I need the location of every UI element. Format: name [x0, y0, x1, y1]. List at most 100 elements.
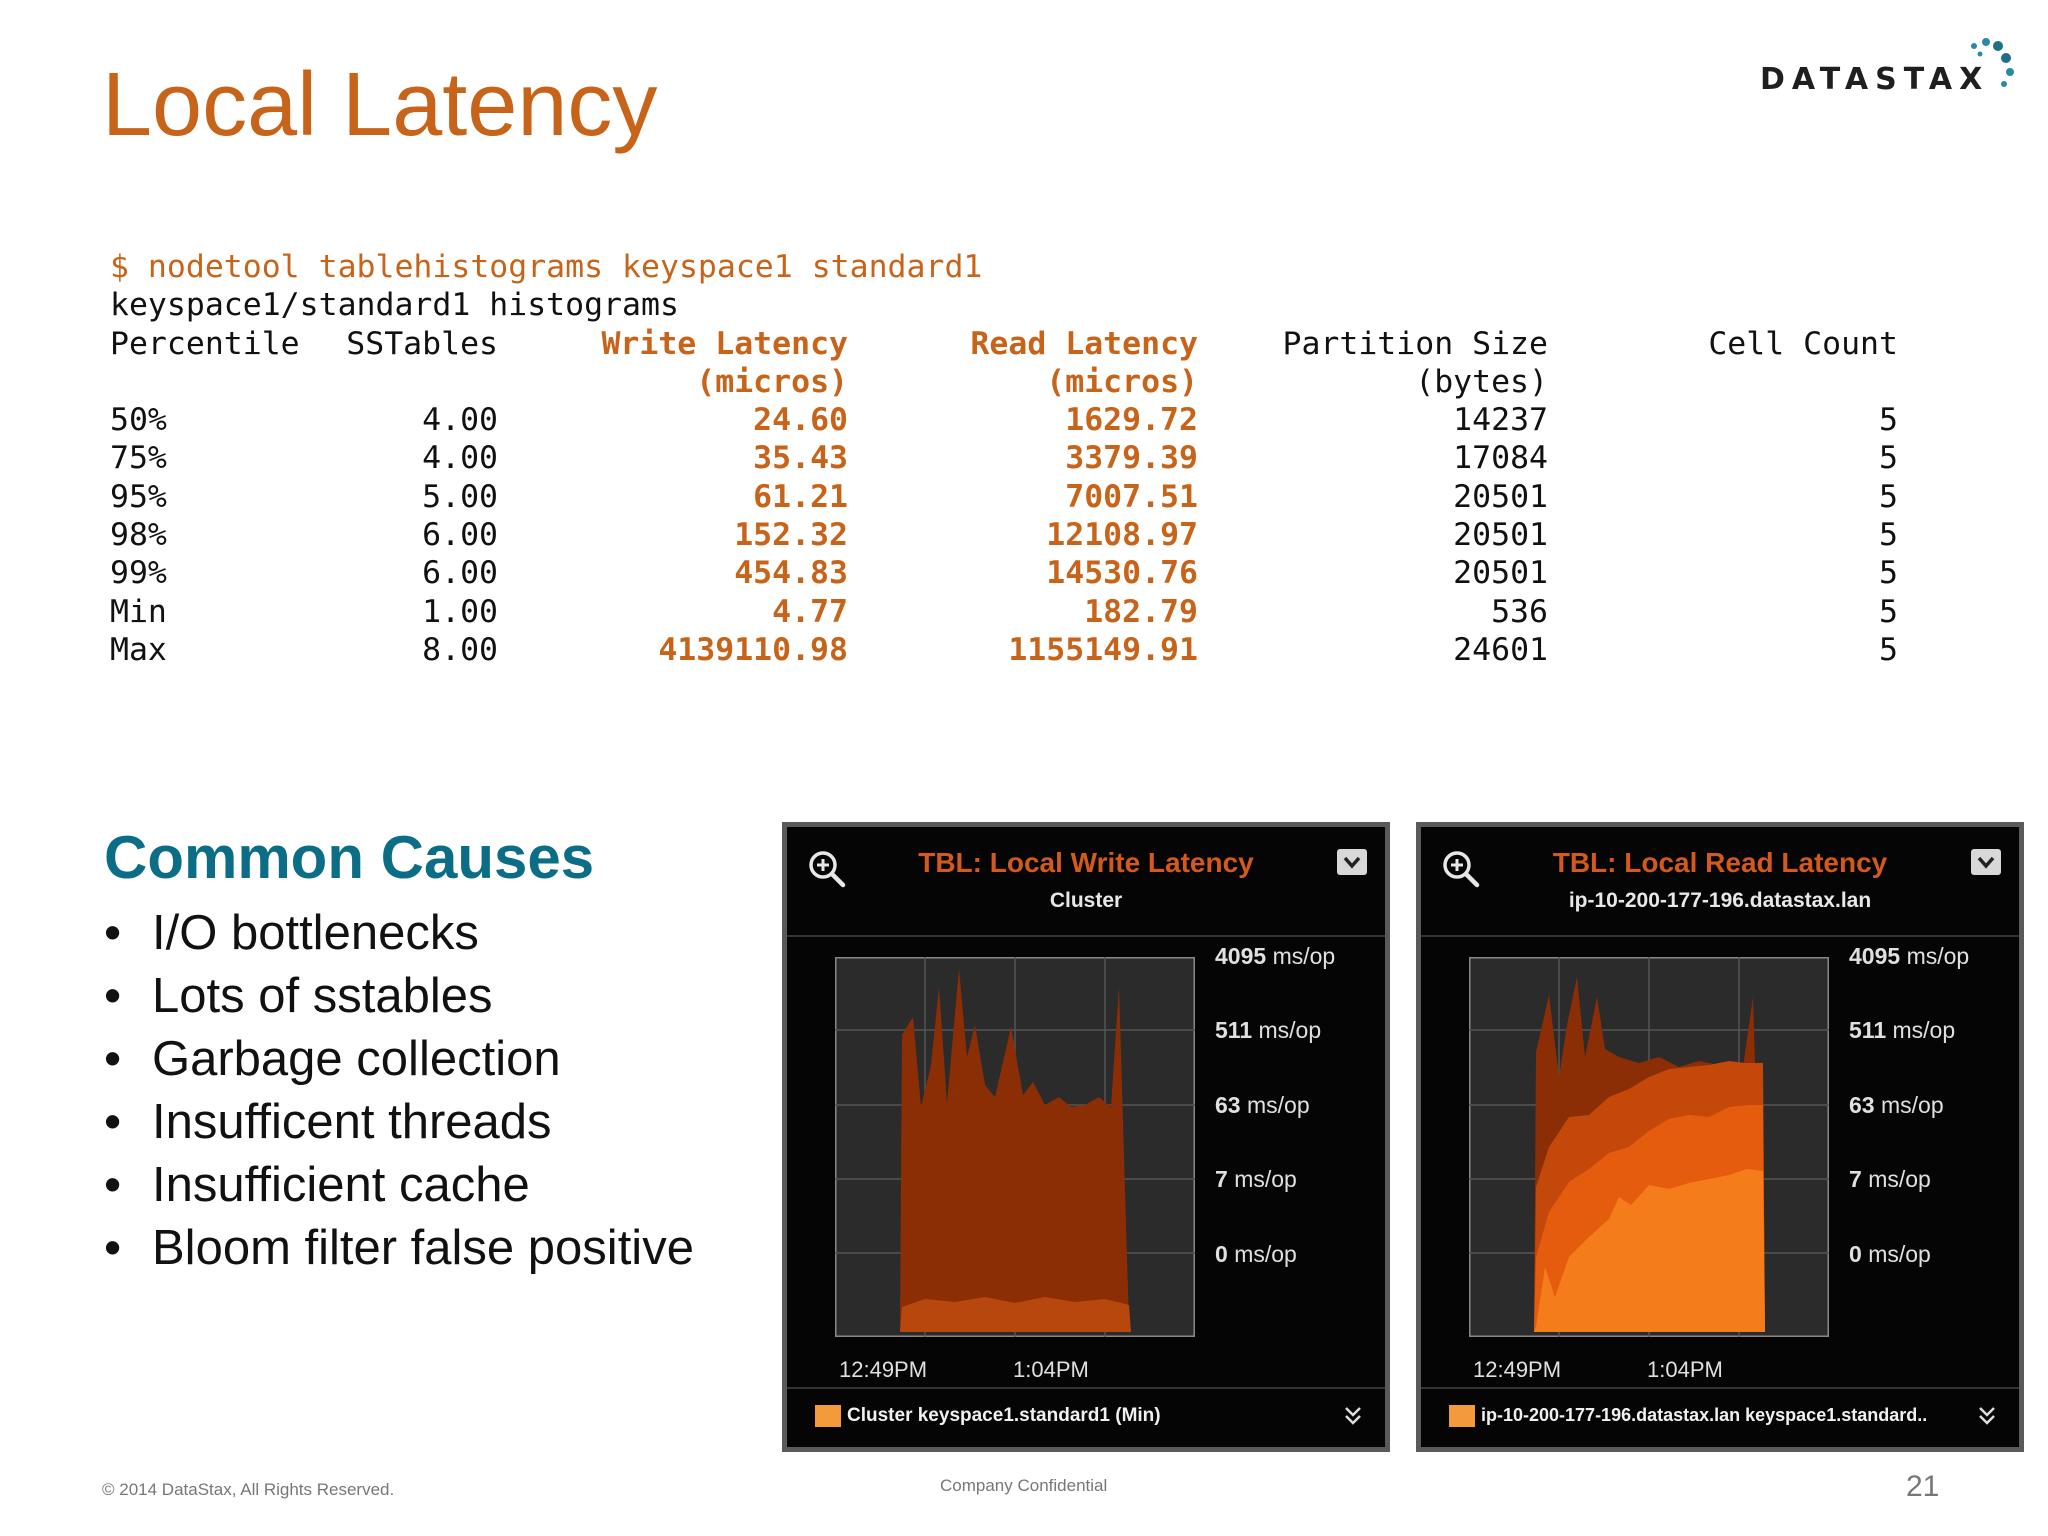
panel-subtitle: Cluster: [1049, 889, 1123, 912]
legend-swatch: [815, 1405, 841, 1427]
causes-title: Common Causes: [104, 824, 595, 891]
cell-sstables: 4.00: [422, 402, 498, 439]
cause-text: Bloom filter false positive: [152, 1221, 694, 1275]
header-partition-size: Partition Size: [1282, 325, 1548, 362]
legend-label: ip-10-200-177-196.datastax.lan keyspace1…: [1481, 1405, 1928, 1425]
cell-percentile: 95%: [110, 478, 167, 515]
y-tick-4: 0 ms/op: [1215, 1241, 1297, 1267]
cell-read-latency: 1155149.91: [1008, 631, 1198, 668]
panel-header: TBL: Local Write Latency Cluster: [787, 827, 1385, 937]
cell-percentile: 99%: [110, 555, 167, 592]
panel-title: TBL: Local Write Latency: [918, 847, 1254, 878]
table-row: 95% 5.00 61.21 7007.51 20501 5: [110, 478, 1898, 516]
dropdown-icon[interactable]: [1337, 849, 1367, 875]
bullet-icon: •: [104, 1221, 122, 1275]
header-read-latency: Read Latency: [970, 325, 1198, 362]
table-row: Max 8.00 4139110.98 1155149.91 24601 5: [110, 631, 1898, 669]
table-row: Min 1.00 4.77 182.79 536 5: [110, 593, 1898, 631]
zoom-in-icon[interactable]: [807, 849, 847, 889]
legend-swatch: [1449, 1405, 1475, 1427]
causes-list: • I/O bottlenecks • Lots of sstables • Garbag…: [104, 902, 694, 1280]
y-tick-3: 7 ms/op: [1215, 1166, 1297, 1192]
cause-text: I/O bottlenecks: [152, 906, 479, 960]
cell-percentile: Min: [110, 593, 167, 630]
cell-write-latency: 4139110.98: [658, 631, 848, 668]
y-tick-2: 63 ms/op: [1849, 1092, 1944, 1118]
cell-partition-size: 20501: [1453, 555, 1548, 592]
bullet-icon: •: [104, 1158, 122, 1212]
cell-partition-size: 20501: [1453, 478, 1548, 515]
logo-dots-icon: [1971, 38, 2014, 87]
cell-sstables: 8.00: [422, 631, 498, 668]
double-chevron-down-icon[interactable]: [1343, 1405, 1363, 1427]
y-tick-4: 0 ms/op: [1849, 1241, 1931, 1267]
cell-read-latency: 3379.39: [1065, 440, 1198, 477]
write-latency-panel: TBL: Local Write Latency Cluster 4095 ms…: [782, 822, 1390, 1452]
header-sstables: SSTables: [346, 325, 498, 362]
cell-partition-size: 17084: [1453, 440, 1548, 477]
cell-write-latency: 454.83: [734, 555, 848, 592]
write-latency-plot: [835, 957, 1195, 1337]
cause-text: Garbage collection: [152, 1032, 561, 1086]
list-item: • Bloom filter false positive: [104, 1217, 694, 1280]
cause-text: Insufficent threads: [152, 1095, 552, 1149]
zoom-in-icon[interactable]: [1441, 849, 1481, 889]
cell-partition-size: 536: [1491, 593, 1548, 630]
bullet-icon: •: [104, 906, 122, 960]
common-causes: Common Causes • I/O bottlenecks • Lots of s…: [104, 828, 694, 1280]
nodetool-output: $ nodetool tablehistograms keyspace1 sta…: [110, 248, 1898, 669]
panel-subtitle: ip-10-200-177-196.datastax.lan: [1568, 889, 1872, 912]
datastax-logo: DATASTAX: [1760, 36, 2020, 97]
cell-cell-count: 5: [1879, 517, 1898, 554]
unit-row: (micros) (micros) (bytes): [110, 363, 1898, 401]
cell-write-latency: 4.77: [772, 593, 848, 630]
double-chevron-down-icon[interactable]: [1977, 1405, 1997, 1427]
table-row: 98% 6.00 152.32 12108.97 20501 5: [110, 516, 1898, 554]
slide-title: Local Latency: [102, 55, 658, 155]
dropdown-icon[interactable]: [1971, 849, 2001, 875]
y-tick-2: 63 ms/op: [1215, 1092, 1310, 1118]
table-row: 75% 4.00 35.43 3379.39 17084 5: [110, 439, 1898, 477]
cause-text: Insufficient cache: [152, 1158, 530, 1212]
panel-legend: ip-10-200-177-196.datastax.lan keyspace1…: [1421, 1387, 2019, 1447]
cell-write-latency: 61.21: [753, 478, 848, 515]
list-item: • Garbage collection: [104, 1028, 694, 1091]
header-write-latency: Write Latency: [601, 325, 848, 362]
y-tick-0: 4095 ms/op: [1215, 943, 1336, 969]
cell-partition-size: 24601: [1453, 631, 1548, 668]
cell-write-latency: 24.60: [753, 402, 848, 439]
header-percentile: Percentile: [110, 325, 300, 362]
cell-percentile: 75%: [110, 440, 167, 477]
cell-cell-count: 5: [1879, 402, 1898, 439]
cell-sstables: 4.00: [422, 440, 498, 477]
y-tick-1: 511 ms/op: [1849, 1017, 1956, 1043]
cell-write-latency: 35.43: [753, 440, 848, 477]
histogram-table: Percentile SSTables Write Latency Read L…: [110, 325, 1898, 670]
cell-read-latency: 182.79: [1084, 593, 1198, 630]
header-row: Percentile SSTables Write Latency Read L…: [110, 325, 1898, 363]
cell-sstables: 5.00: [422, 478, 498, 515]
cell-write-latency: 152.32: [734, 517, 848, 554]
cell-read-latency: 14530.76: [1046, 555, 1198, 592]
bullet-icon: •: [104, 1032, 122, 1086]
panel-legend: Cluster keyspace1.standard1 (Min): [787, 1387, 1385, 1447]
footer-copyright: © 2014 DataStax, All Rights Reserved.: [102, 1480, 395, 1499]
cell-percentile: Max: [110, 631, 167, 668]
panel-header: TBL: Local Read Latency ip-10-200-177-19…: [1421, 827, 2019, 937]
histogram-subtitle: keyspace1/standard1 histograms: [110, 287, 679, 324]
cell-read-latency: 7007.51: [1065, 478, 1198, 515]
page-number: 21: [1906, 1470, 1940, 1503]
read-latency-panel: TBL: Local Read Latency ip-10-200-177-19…: [1416, 822, 2024, 1452]
x-tick-0: 12:49PM: [1473, 1357, 1562, 1382]
cell-sstables: 1.00: [422, 593, 498, 630]
bullet-icon: •: [104, 1095, 122, 1149]
cell-cell-count: 5: [1879, 478, 1898, 515]
list-item: • Insufficient cache: [104, 1154, 694, 1217]
table-row: 50% 4.00 24.60 1629.72 14237 5: [110, 401, 1898, 439]
cell-partition-size: 20501: [1453, 517, 1548, 554]
footer-confidential: Company Confidential: [940, 1476, 1108, 1495]
x-tick-1: 1:04PM: [1013, 1357, 1089, 1382]
panel-title: TBL: Local Read Latency: [1552, 847, 1888, 878]
table-row: 99% 6.00 454.83 14530.76 20501 5: [110, 554, 1898, 592]
command-line: $ nodetool tablehistograms keyspace1 sta…: [110, 249, 983, 285]
